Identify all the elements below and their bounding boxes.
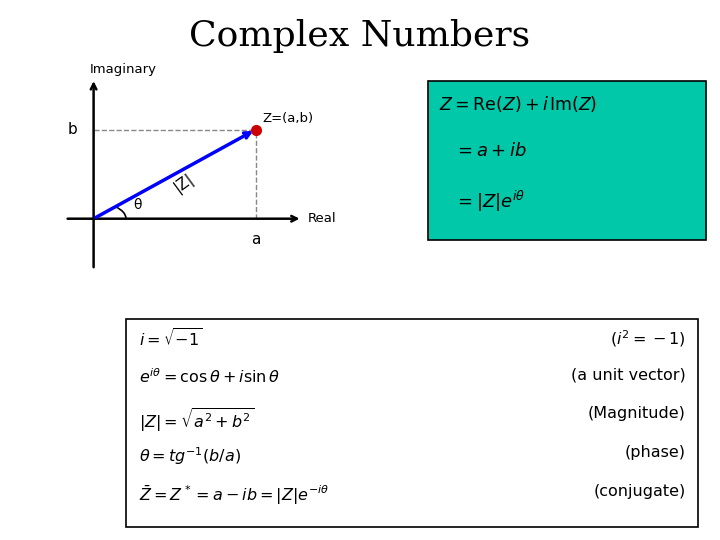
Text: (conjugate): (conjugate) xyxy=(593,484,685,499)
Text: $(i^2 = -1)$: $(i^2 = -1)$ xyxy=(610,328,685,349)
Text: |Z|: |Z| xyxy=(171,171,197,196)
Text: $i = \sqrt{-1}$: $i = \sqrt{-1}$ xyxy=(139,328,202,350)
Text: (phase): (phase) xyxy=(624,445,685,460)
Text: $\bar{Z} = Z^* = a - ib = |Z|e^{-i\theta}$: $\bar{Z} = Z^* = a - ib = |Z|e^{-i\theta… xyxy=(139,484,329,507)
Text: $\theta = tg^{-1}(b/a)$: $\theta = tg^{-1}(b/a)$ xyxy=(139,445,241,467)
Text: $|Z| = \sqrt{a^2 + b^2}$: $|Z| = \sqrt{a^2 + b^2}$ xyxy=(139,406,254,434)
FancyBboxPatch shape xyxy=(126,319,698,526)
Text: a: a xyxy=(251,232,261,247)
Text: $= a + ib$: $= a + ib$ xyxy=(454,142,526,160)
Text: b: b xyxy=(68,122,78,137)
Text: Complex Numbers: Complex Numbers xyxy=(189,19,531,53)
Text: θ: θ xyxy=(133,198,142,212)
Text: Imaginary: Imaginary xyxy=(90,63,157,76)
Text: Real: Real xyxy=(308,212,337,225)
FancyBboxPatch shape xyxy=(428,81,706,240)
Text: Z=(a,b): Z=(a,b) xyxy=(263,112,314,125)
Text: $e^{i\theta} = \cos\theta + i\sin\theta$: $e^{i\theta} = \cos\theta + i\sin\theta$ xyxy=(139,367,280,386)
Text: (Magnitude): (Magnitude) xyxy=(588,406,685,421)
Text: (a unit vector): (a unit vector) xyxy=(571,367,685,382)
Text: $= |Z|e^{i\theta}$: $= |Z|e^{i\theta}$ xyxy=(454,189,525,214)
Text: $Z = \mathrm{Re}(Z) + i\,\mathrm{Im}(Z)$: $Z = \mathrm{Re}(Z) + i\,\mathrm{Im}(Z)$ xyxy=(439,94,598,114)
